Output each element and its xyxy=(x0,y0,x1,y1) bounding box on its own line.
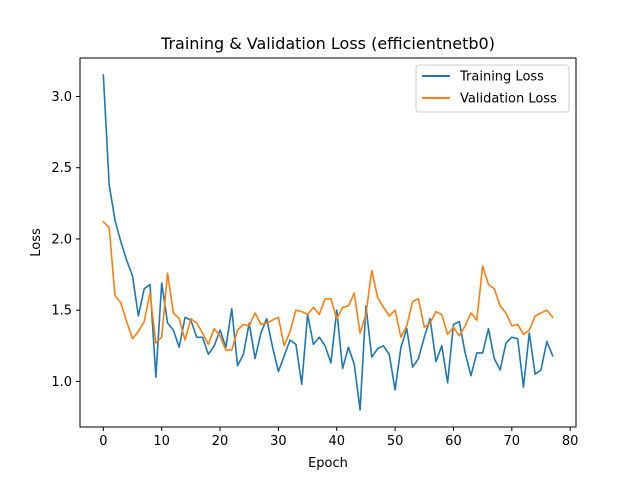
x-tick-label: 50 xyxy=(387,434,404,449)
y-axis-label: Loss xyxy=(29,228,44,257)
legend-label-training-loss: Training Loss xyxy=(459,70,544,85)
y-axis: 1.0 1.5 2.0 2.5 3.0 xyxy=(51,90,80,390)
x-tick-label: 0 xyxy=(99,434,107,449)
x-tick-label: 20 xyxy=(212,434,229,449)
y-tick-label: 1.5 xyxy=(51,304,72,319)
x-tick-label: 60 xyxy=(445,434,462,449)
x-tick-label: 80 xyxy=(562,434,579,449)
series-line-validation-loss xyxy=(102,220,554,351)
y-tick-label: 1.0 xyxy=(51,375,72,390)
y-tick-label: 2.5 xyxy=(51,161,72,176)
plot-frame xyxy=(79,57,577,428)
x-tick-label: 70 xyxy=(504,434,521,449)
y-tick-label: 3.0 xyxy=(51,90,72,105)
x-axis: 0 10 20 30 40 50 60 70 80 xyxy=(99,427,578,449)
x-tick-label: 10 xyxy=(153,434,170,449)
x-tick-label: 30 xyxy=(270,434,287,449)
plot-lines xyxy=(102,74,554,411)
series-line-training-loss xyxy=(102,74,554,411)
legend: Training Loss Validation Loss xyxy=(415,64,570,113)
legend-box xyxy=(415,64,570,113)
legend-label-validation-loss: Validation Loss xyxy=(460,92,557,107)
y-tick-label: 2.0 xyxy=(51,232,72,247)
x-axis-label: Epoch xyxy=(308,456,348,471)
chart-title: Training & Validation Loss (efficientnet… xyxy=(160,34,495,53)
x-tick-label: 40 xyxy=(328,434,345,449)
